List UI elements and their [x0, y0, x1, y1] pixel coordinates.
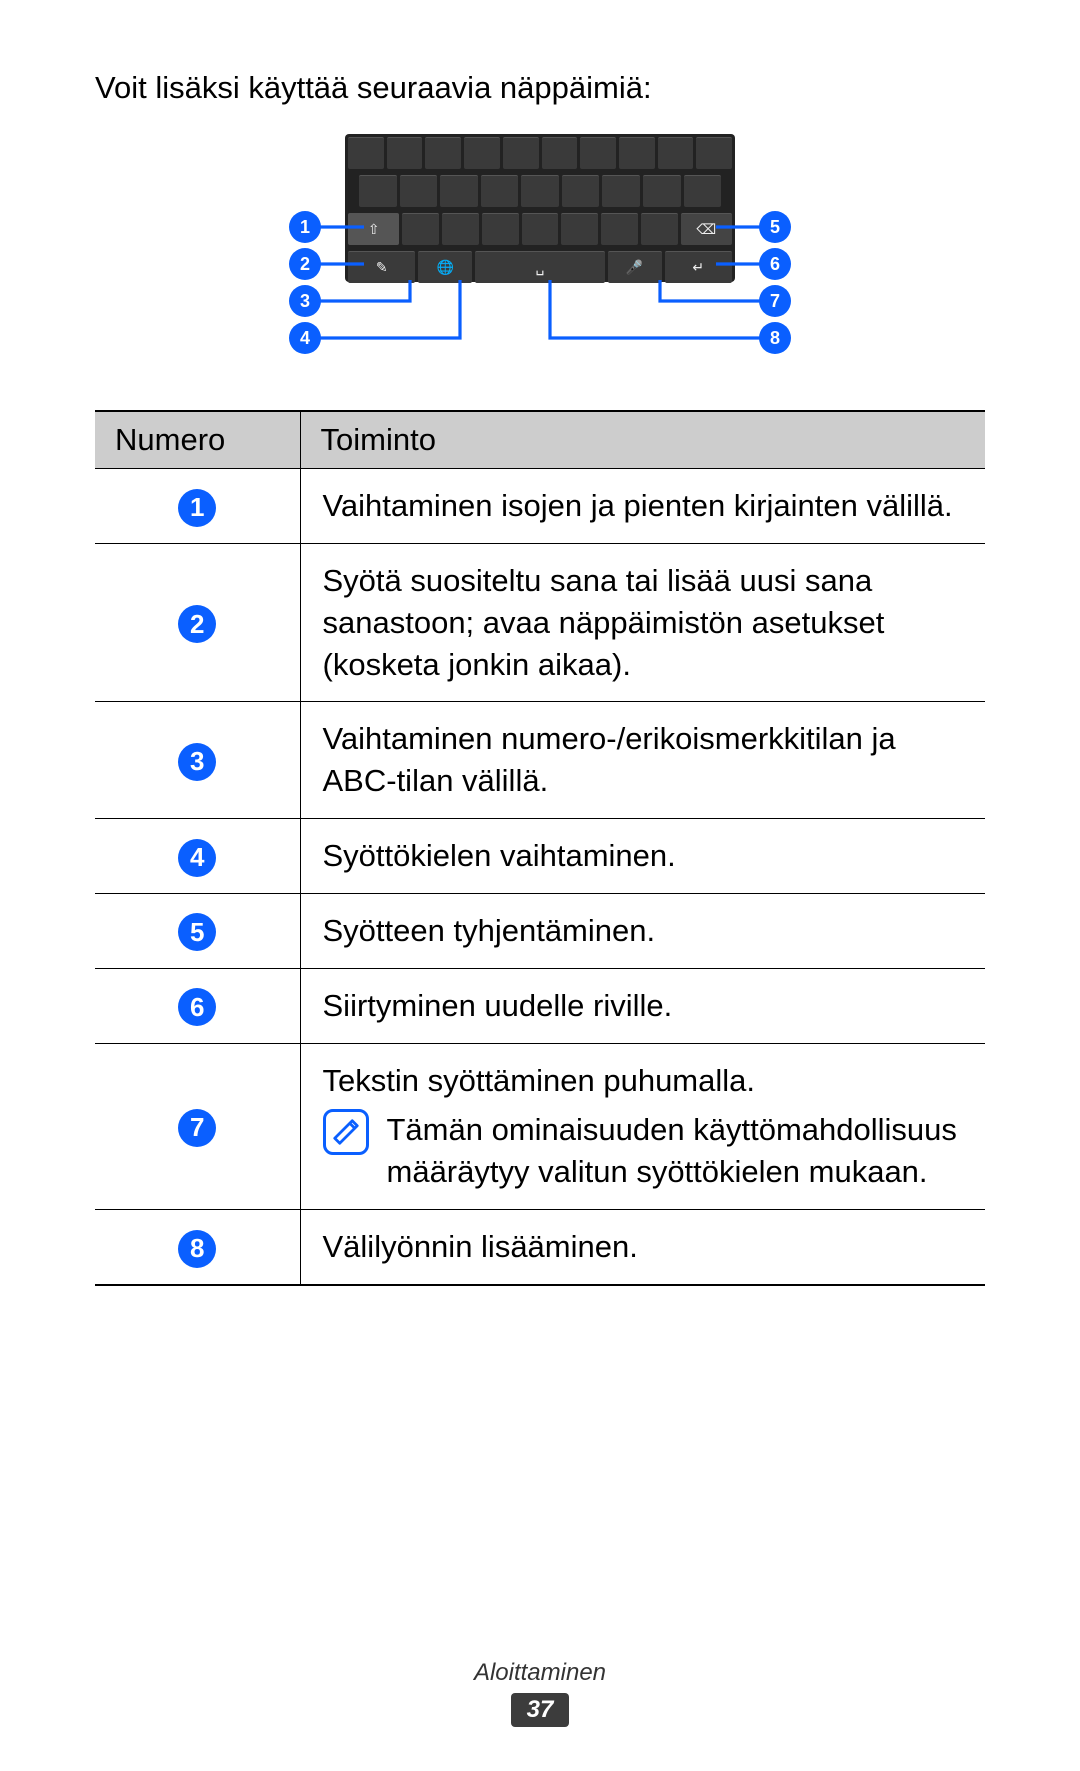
intro-text: Voit lisäksi käyttää seuraavia näppäimiä… — [95, 70, 985, 106]
table-row: 8 Välilyönnin lisääminen. — [95, 1210, 985, 1285]
table-row: 3 Vaihtaminen numero-/erikoismerkkitilan… — [95, 702, 985, 819]
table-row: 6 Siirtyminen uudelle riville. — [95, 968, 985, 1043]
svg-text:4: 4 — [300, 328, 310, 348]
table-row: 7 Tekstin syöttäminen puhumalla. Tämän o… — [95, 1043, 985, 1210]
row-number-badge: 3 — [178, 743, 216, 781]
row-number-badge: 8 — [178, 1230, 216, 1268]
keyboard-diagram: ⇧ ⌫ ✎ 🌐 ␣ 🎤 ↵ 1 2 3 4 — [240, 134, 840, 374]
note-icon — [323, 1109, 369, 1155]
row-text: Siirtyminen uudelle riville. — [300, 968, 985, 1043]
row-number-badge: 5 — [178, 913, 216, 951]
page-number: 37 — [511, 1693, 570, 1727]
row-text: Vaihtaminen numero-/erikoismerkkitilan j… — [300, 702, 985, 819]
row-number-badge: 2 — [178, 605, 216, 643]
svg-text:2: 2 — [300, 254, 310, 274]
callout-overlay: 1 2 3 4 5 6 7 8 — [240, 134, 840, 374]
svg-text:6: 6 — [770, 254, 780, 274]
row-number-badge: 7 — [178, 1109, 216, 1147]
svg-text:8: 8 — [770, 328, 780, 348]
chapter-name: Aloittaminen — [0, 1659, 1080, 1687]
svg-text:3: 3 — [300, 291, 310, 311]
row-text: Syötä suositeltu sana tai lisää uusi san… — [300, 543, 985, 702]
table-row: 1 Vaihtaminen isojen ja pienten kirjaint… — [95, 469, 985, 544]
svg-text:1: 1 — [300, 217, 310, 237]
svg-text:7: 7 — [770, 291, 780, 311]
row-text: Vaihtaminen isojen ja pienten kirjainten… — [300, 469, 985, 544]
header-number: Numero — [95, 411, 300, 469]
row-text: Syötteen tyhjentäminen. — [300, 893, 985, 968]
table-row: 2 Syötä suositeltu sana tai lisää uusi s… — [95, 543, 985, 702]
row-text: Syöttökielen vaihtaminen. — [300, 819, 985, 894]
page-footer: Aloittaminen 37 — [0, 1659, 1080, 1727]
row-number-badge: 4 — [178, 839, 216, 877]
note-text: Tämän ominaisuuden käyttömahdollisuus mä… — [387, 1109, 964, 1193]
svg-text:5: 5 — [770, 217, 780, 237]
row-text: Tekstin syöttäminen puhumalla. — [323, 1060, 964, 1102]
row-number-badge: 6 — [178, 988, 216, 1026]
table-row: 5 Syötteen tyhjentäminen. — [95, 893, 985, 968]
row-text: Välilyönnin lisääminen. — [300, 1210, 985, 1285]
header-function: Toiminto — [300, 411, 985, 469]
function-table: Numero Toiminto 1 Vaihtaminen isojen ja … — [95, 410, 985, 1286]
row-number-badge: 1 — [178, 489, 216, 527]
table-row: 4 Syöttökielen vaihtaminen. — [95, 819, 985, 894]
